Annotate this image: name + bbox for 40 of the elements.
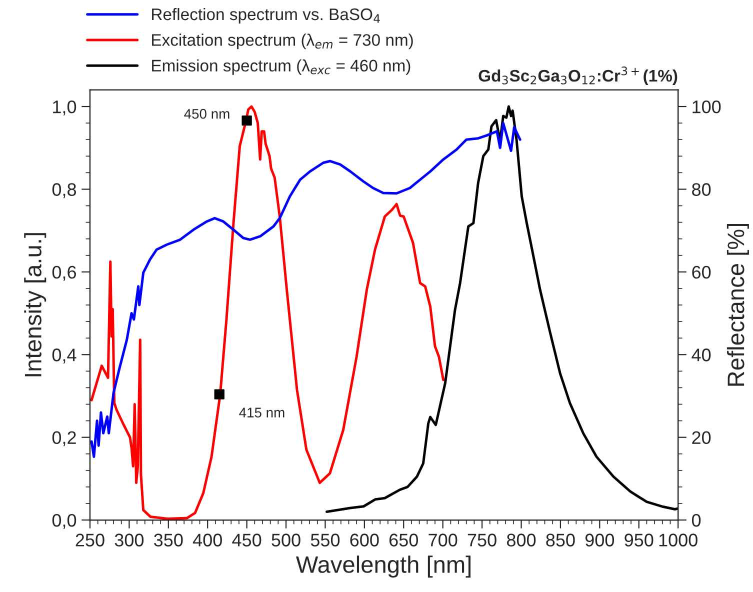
x-tick-label: 700: [428, 534, 458, 546]
y2-tick-label: 80: [692, 183, 711, 196]
x-tick-label: 450: [232, 534, 262, 546]
y-tick-label: 0,2: [52, 431, 76, 446]
y2-tick-label: 100: [692, 100, 721, 114]
x-tick-label: 650: [389, 534, 418, 546]
x-tick-label: 900: [585, 534, 614, 546]
y2-tick-label: 40: [692, 348, 711, 362]
legend-label: Excitation spectrum (λ$_{em}$ = 730 nm): [152, 34, 413, 50]
y2-tick-label: 0: [692, 514, 701, 527]
x-tick-label: 400: [192, 534, 222, 546]
y-axis-title: Intensity [a.u.]: [24, 233, 46, 376]
x-tick-label: 600: [350, 534, 379, 546]
x-tick-label: 850: [546, 534, 575, 546]
annotation: 450 nm: [184, 108, 230, 119]
legend-label: Reflection spectrum vs. BaSO$_{4}$: [152, 8, 380, 24]
line-series: [326, 105, 678, 513]
chart-title: Gd$_{3}$Sc$_{2}$Ga$_{3}$O$_{12}$:Cr$^{3+}$(1%): [478, 66, 678, 85]
y2-tick-label: 60: [692, 266, 711, 279]
line-series: [90, 105, 445, 520]
x-axis-title: Wavelength [nm]: [296, 556, 470, 578]
y2-axis-title: Reflectance [%]: [726, 224, 749, 386]
x-tick-label: 350: [154, 534, 183, 546]
y-tick-label: 0,4: [52, 348, 76, 364]
line-series: [90, 122, 522, 458]
y2-tick-label: 20: [692, 431, 711, 444]
x-tick-label: 500: [272, 534, 300, 546]
y-tick-label: 0,6: [52, 266, 76, 281]
x-tick-label: 550: [310, 534, 340, 546]
legend-label: Emission spectrum (λ$_{exc}$ = 460 nm): [152, 59, 410, 75]
x-tick-label: 1000: [659, 534, 698, 546]
y-tick-label: 0,8: [52, 183, 76, 198]
x-tick-label: 250: [76, 534, 104, 546]
x-tick-label: 800: [506, 534, 536, 546]
y-tick-label: 0,0: [52, 514, 76, 529]
x-tick-label: 300: [114, 534, 144, 546]
annotation: 415 nm: [239, 408, 284, 418]
x-tick-label: 950: [624, 534, 654, 546]
x-tick-label: 750: [468, 534, 496, 546]
y-tick-label: 1,0: [53, 100, 76, 116]
